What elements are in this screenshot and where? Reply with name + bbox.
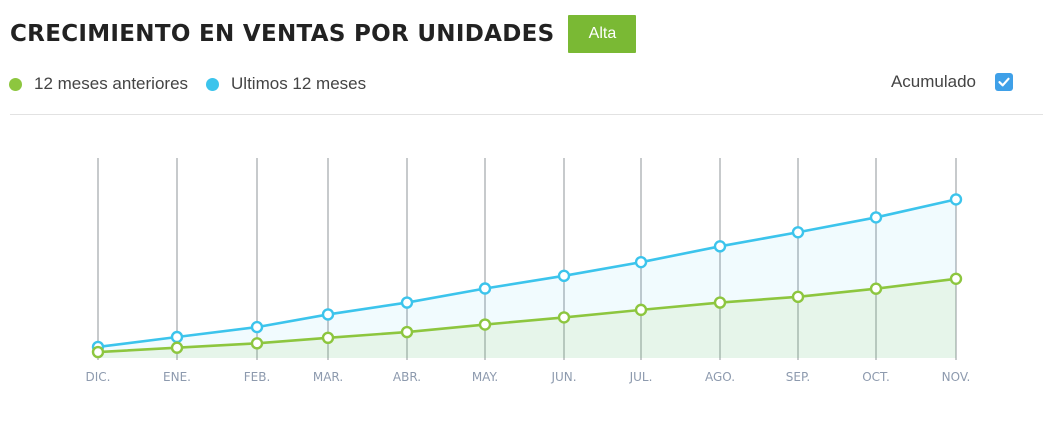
- line-current: [97, 198, 957, 349]
- accumulate-toggle: Acumulado: [891, 72, 1013, 92]
- point-current-9: [791, 226, 805, 239]
- point-current-10: [869, 211, 883, 224]
- accumulate-label: Acumulado: [890, 72, 976, 91]
- point-current-5: [478, 282, 492, 295]
- point-current-11: [949, 193, 963, 206]
- x-tick-label: DIC.: [86, 370, 111, 384]
- point-previous-9: [791, 290, 805, 304]
- chart-title: CRECIMIENTO EN VENTAS POR UNIDADES: [10, 21, 555, 47]
- point-current-1: [170, 330, 184, 344]
- x-tick-label: NOV.: [942, 370, 971, 384]
- x-tick-label: ENE.: [163, 370, 191, 384]
- x-tick-label: AGO.: [705, 370, 735, 384]
- legend-item-previous[interactable]: 12 meses anteriores: [9, 74, 188, 94]
- legend-dot-previous-icon: [9, 77, 22, 91]
- x-tick-label: ABR.: [393, 370, 421, 384]
- x-tick-label: JUL.: [629, 370, 653, 384]
- point-current-7: [634, 255, 648, 269]
- point-current-2: [250, 320, 264, 334]
- point-current-3: [321, 308, 335, 321]
- legend-label-current: Ultimos 12 meses: [231, 74, 367, 93]
- point-previous-11: [949, 272, 963, 285]
- point-previous-5: [478, 318, 492, 331]
- point-previous-6: [557, 311, 571, 324]
- line-previous: [97, 277, 957, 354]
- legend-dot-current-icon: [206, 77, 220, 91]
- point-previous-7: [634, 303, 648, 317]
- point-previous-4: [400, 325, 414, 339]
- x-tick-label: MAY.: [472, 370, 498, 384]
- legend-label-previous: 12 meses anteriores: [34, 74, 189, 93]
- header-divider: [10, 114, 1043, 115]
- x-tick-label: JUN.: [550, 370, 576, 384]
- legend-item-current[interactable]: Ultimos 12 meses: [206, 74, 366, 94]
- point-current-6: [557, 269, 571, 283]
- x-tick-label: FEB.: [244, 370, 271, 384]
- point-previous-2: [250, 337, 264, 350]
- x-tick-label: SEP.: [786, 370, 810, 384]
- area-previous: [98, 278, 956, 358]
- chart-header: CRECIMIENTO EN VENTAS POR UNIDADES Alta: [10, 14, 637, 54]
- alta-button[interactable]: Alta: [568, 15, 637, 53]
- point-previous-0: [91, 345, 105, 359]
- chart-legend: 12 meses anteriores Ultimos 12 meses: [9, 74, 384, 94]
- accumulate-checkbox[interactable]: [995, 73, 1013, 91]
- point-previous-8: [713, 296, 727, 309]
- point-current-8: [713, 240, 727, 253]
- point-current-4: [400, 296, 414, 309]
- check-icon: [998, 77, 1010, 87]
- x-tick-label: MAR.: [313, 370, 343, 384]
- point-previous-1: [170, 341, 184, 354]
- point-previous-10: [869, 282, 883, 295]
- point-previous-3: [321, 331, 335, 345]
- x-tick-label: OCT.: [862, 370, 890, 384]
